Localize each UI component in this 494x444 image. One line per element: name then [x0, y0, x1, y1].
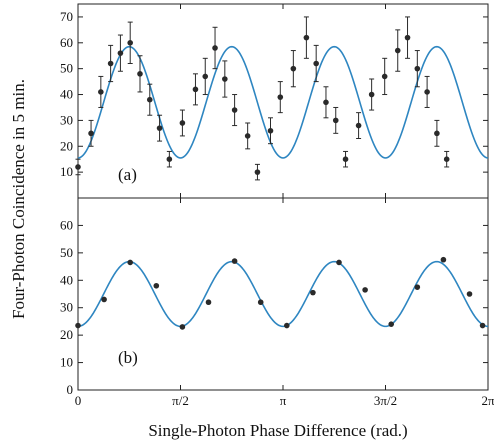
y-tick-label: 20: [60, 327, 73, 342]
y-tick-label: 60: [60, 35, 73, 50]
data-point: [414, 65, 421, 72]
data-point: [310, 289, 316, 296]
data-point: [336, 259, 342, 266]
x-tick-label: 0: [75, 393, 82, 408]
x-tick-label: 3π/2: [374, 393, 397, 408]
data-point: [355, 122, 362, 129]
x-tick-label: π: [280, 393, 287, 408]
data-point: [267, 127, 274, 134]
y-tick-label: 60: [60, 217, 73, 232]
panel-frame: [77, 3, 489, 199]
data-point: [479, 322, 486, 329]
data-point: [404, 34, 411, 41]
data-point: [388, 321, 395, 327]
y-tick-label: 50: [60, 61, 73, 76]
data-point: [117, 50, 124, 56]
data-point: [332, 117, 339, 124]
data-point: [98, 89, 104, 95]
panel-b: 0 10 20 30 40 50 60 (b): [60, 197, 489, 397]
x-axis-title: Single-Photon Phase Difference (rad.): [148, 421, 407, 440]
data-point: [205, 299, 212, 306]
data-point: [146, 96, 153, 103]
data-point: [166, 156, 173, 162]
data-point: [222, 76, 228, 82]
data-point: [284, 322, 290, 329]
data-point: [156, 125, 163, 131]
panel-label: (a): [118, 165, 137, 184]
data-point: [231, 258, 238, 264]
panel-label: (b): [118, 348, 138, 367]
data-point: [342, 156, 349, 162]
data-point: [313, 60, 319, 67]
fit-curve: [77, 260, 489, 328]
data-point: [394, 47, 401, 54]
data-point: [434, 130, 440, 137]
data-point: [414, 284, 421, 290]
x-tick-label: π/2: [172, 393, 189, 408]
y-tick-label: 10: [60, 164, 73, 179]
data-point: [443, 156, 450, 162]
data-point: [192, 86, 199, 93]
data-point: [244, 133, 251, 139]
panel-a: 10 20 30 40 50 60 70 (a): [60, 3, 489, 199]
y-tick-label: 30: [60, 112, 73, 127]
y-tick-label: 20: [60, 138, 73, 153]
data-point: [88, 130, 94, 137]
y-tick-label: 40: [60, 272, 73, 287]
data-point: [137, 71, 143, 77]
data-point: [368, 91, 375, 98]
data-point: [179, 324, 186, 330]
y-tick-label: 70: [60, 9, 73, 24]
data-point: [424, 89, 430, 95]
data-point: [466, 291, 473, 297]
data-point: [257, 299, 264, 306]
data-point: [277, 94, 284, 100]
x-tick-labels: 0 π/2 π 3π/2 2π: [75, 393, 494, 408]
y-tick-label: 40: [60, 87, 73, 102]
data-point: [254, 169, 261, 175]
y-tick-label: 30: [60, 300, 73, 315]
data-point: [440, 256, 447, 263]
fit-curve: [77, 45, 489, 159]
y-axis-title: Four-Photon Coincidence in 5 min.: [9, 79, 28, 319]
data-point: [127, 40, 134, 46]
y-tick-label: 10: [60, 355, 73, 370]
data-point: [202, 73, 209, 80]
x-tick-label: 2π: [481, 393, 494, 408]
data-point: [75, 164, 81, 170]
data-point: [231, 107, 238, 113]
data-point: [153, 282, 160, 289]
y-tick-label: 50: [60, 245, 73, 260]
data-point: [101, 296, 107, 303]
data-point: [212, 45, 218, 51]
data-point: [127, 259, 134, 266]
data-point: [381, 73, 388, 80]
data-point: [75, 322, 81, 329]
data-point: [290, 65, 297, 72]
panel-frame: [77, 197, 489, 391]
data-point: [107, 60, 114, 67]
data-point: [362, 287, 368, 293]
data-point: [323, 99, 329, 106]
data-point: [303, 34, 310, 41]
data-point: [179, 120, 186, 126]
y-tick-label: 0: [67, 382, 74, 397]
